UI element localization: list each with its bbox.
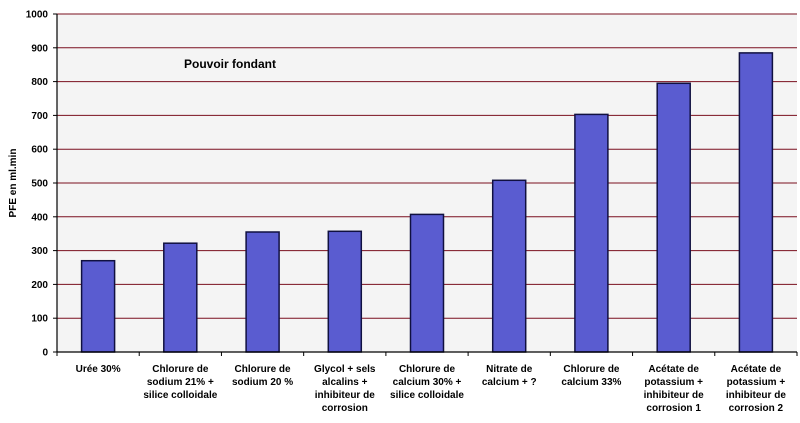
y-tick-label: 600 [31,145,48,156]
y-axis-label: PFE en ml.min [8,149,19,218]
x-category-label: Chlorure de calcium 33% [561,364,621,388]
y-tick-label: 700 [31,111,48,122]
bar [656,82,691,353]
y-tick-label: 200 [31,280,48,291]
y-tick-labels: 0 100 200 300 400 500 600 700 800 900 1000 [26,10,57,359]
x-category-label: Acétate de potassium + inhibiteur de corros… [726,364,786,414]
bar [738,52,774,353]
x-category-label: Acétate de potassium + inhibiteur de corros… [644,364,704,414]
y-tick-label: 500 [31,179,48,190]
y-tick-label: 100 [31,314,48,325]
x-category-label: Chlorure de calcium 30% + silice colloidal… [390,364,464,401]
y-tick-label: 1000 [26,10,49,21]
x-category-label: Chlorure de sodium 20 % [232,364,293,388]
y-tick-label: 800 [31,77,48,88]
bar [327,230,363,353]
x-category-label: Nitrate de calcium + ? [482,364,537,388]
x-category-label: Urée 30% [76,364,121,375]
x-category-label: Chlorure de sodium 21% + silice colloidale [143,364,217,401]
x-category-label: Glycol + sels alcalins + inhibiteur de corr… [314,364,376,414]
bar [245,231,280,353]
bar [409,213,445,353]
x-category-labels: Urée 30% Chlorure de sodium 21% + silice co… [76,364,787,414]
bars [80,52,774,353]
bar [80,259,116,353]
y-tick-label: 400 [31,212,48,223]
bar [163,242,198,353]
chart-title: Pouvoir fondant [184,57,276,71]
y-tick-label: 900 [31,43,48,54]
bar [491,179,527,353]
y-tick-label: 300 [31,246,48,257]
bar [574,113,609,353]
y-tick-label: 0 [42,348,48,359]
